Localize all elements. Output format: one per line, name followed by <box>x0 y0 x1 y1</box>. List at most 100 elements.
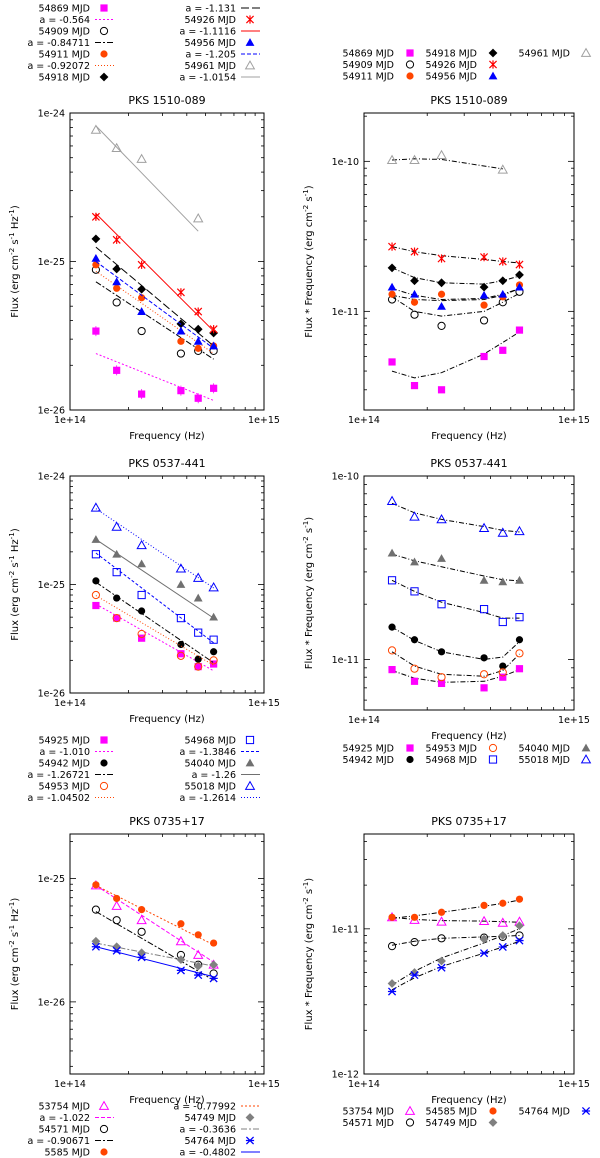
legend-fit-label: a = -0.92072 <box>27 61 90 72</box>
x-tick-label: 1e+14 <box>54 698 86 709</box>
data-point <box>387 942 397 951</box>
data-point <box>499 346 507 354</box>
legend-label: 54749 MJD <box>184 1113 236 1124</box>
plot-area <box>90 124 219 404</box>
plot-frame <box>363 112 575 411</box>
data-point <box>479 670 489 679</box>
legend-label: 53754 MJD <box>38 1102 90 1113</box>
plot-area <box>386 149 524 394</box>
plot-frame <box>363 833 575 1075</box>
legend-label: 54918 MJD <box>38 73 90 84</box>
data-point <box>194 655 202 663</box>
legend-fit-label: a = -1.0154 <box>180 73 237 84</box>
legend-label: 54953 MJD <box>38 782 90 793</box>
fit-line <box>95 246 214 347</box>
data-point <box>388 358 396 366</box>
data-point <box>410 664 419 673</box>
data-point <box>90 502 102 512</box>
y-tick-label: 1e-25 <box>38 874 65 885</box>
data-point <box>515 282 524 291</box>
data-point <box>177 387 185 395</box>
data-point <box>91 535 101 543</box>
panel-p4: PKS 0537-441 1e+14 1e+15 1e-11 1e-10 Frequenc… <box>301 457 592 766</box>
legend-marker <box>488 1118 498 1127</box>
y-tick-label: 1e-25 <box>38 580 65 591</box>
data-point <box>410 587 419 596</box>
data-point <box>138 390 146 398</box>
data-point <box>410 310 419 319</box>
data-point <box>479 316 489 325</box>
x-axis-label: Frequency (Hz) <box>431 731 507 742</box>
legend-label: 54869 MJD <box>342 49 394 60</box>
data-point <box>194 662 203 671</box>
data-point <box>409 511 420 521</box>
legend-marker <box>488 60 498 69</box>
legend-label: 54571 MJD <box>38 1125 90 1136</box>
plot-area <box>90 502 219 672</box>
legend-label: 54953 MJD <box>425 744 477 755</box>
legend-label: 54961 MJD <box>518 49 570 60</box>
data-point <box>437 934 446 943</box>
data-point <box>479 290 489 299</box>
fit-curve <box>391 246 520 264</box>
data-point <box>209 974 218 983</box>
legend-marker <box>406 72 414 80</box>
x-tick-label: 1e+14 <box>348 715 380 726</box>
legend-marker <box>100 1148 108 1156</box>
legend-marker <box>99 781 109 791</box>
plot-frame <box>69 833 265 1075</box>
data-point <box>194 628 203 637</box>
legend-label: 54968 MJD <box>425 755 477 766</box>
data-point <box>209 960 219 970</box>
data-point <box>177 337 185 345</box>
data-point <box>478 522 490 532</box>
y-axis-label: Flux * Frequency (erg cm-2 s-1) <box>301 517 315 669</box>
data-point <box>497 527 509 537</box>
fit-curve <box>391 626 520 660</box>
data-point <box>209 341 219 350</box>
x-tick-label: 1e+14 <box>54 415 86 426</box>
chart-title: PKS 0735+17 <box>129 815 205 828</box>
data-point <box>515 895 524 903</box>
data-point <box>91 212 100 221</box>
data-point <box>515 613 524 622</box>
legend-marker <box>489 1107 497 1115</box>
data-point <box>111 142 122 153</box>
legend-fit-label: a = -0.90671 <box>27 1136 90 1147</box>
data-point <box>137 260 146 269</box>
legend-label: 54942 MJD <box>38 759 90 770</box>
data-point <box>387 576 397 585</box>
legend-fit-label: a = -1.3846 <box>180 747 237 758</box>
data-point <box>437 679 446 688</box>
fit-curve <box>391 331 520 379</box>
data-point <box>175 935 187 946</box>
legend-label: 54909 MJD <box>38 27 90 38</box>
data-point <box>387 263 397 273</box>
fit-curve <box>391 267 520 285</box>
x-axis-label: Frequency (Hz) <box>129 431 205 442</box>
data-point <box>498 289 508 298</box>
fit-curve <box>391 553 520 582</box>
data-point <box>410 276 419 286</box>
data-point <box>515 636 524 644</box>
data-point <box>515 260 524 269</box>
data-point <box>91 936 101 946</box>
legend-fit-label: a = -0.84711 <box>27 38 90 49</box>
data-point <box>113 284 121 292</box>
data-point <box>113 366 121 374</box>
data-point <box>136 914 147 925</box>
data-point <box>194 663 202 671</box>
data-point <box>91 942 101 951</box>
plot-area <box>386 495 525 692</box>
data-point <box>209 656 218 665</box>
data-point <box>210 939 218 947</box>
data-point <box>137 948 147 958</box>
data-point <box>388 290 396 298</box>
fit-line <box>95 911 214 981</box>
data-point <box>92 261 100 269</box>
data-point <box>175 563 187 573</box>
legend-marker <box>406 49 414 57</box>
legend-fit-label: a = -1.010 <box>40 747 90 758</box>
